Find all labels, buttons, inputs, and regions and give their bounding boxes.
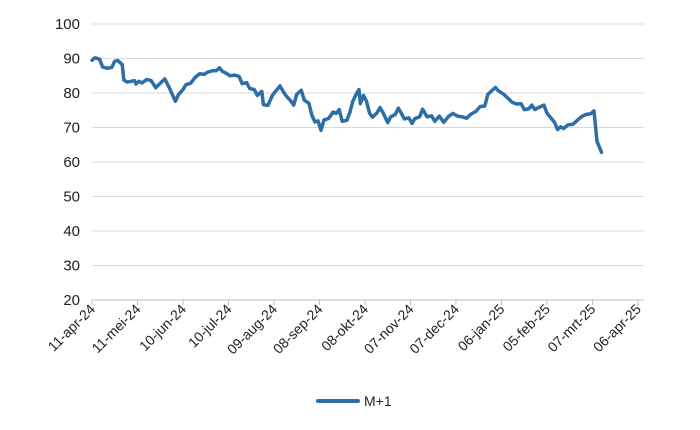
y-tick-label: 80: [63, 85, 80, 102]
series-lines: [90, 56, 604, 155]
legend-label-m1: M+1: [364, 393, 392, 409]
y-tick-label: 50: [63, 189, 80, 206]
gridlines: [92, 23, 644, 266]
y-tick-label: 60: [63, 154, 80, 171]
y-tick-label: 40: [63, 223, 80, 240]
y-tick-label: 20: [63, 292, 80, 309]
y-tick-label: 90: [63, 51, 80, 68]
x-tick-label: 06-apr-25: [590, 301, 644, 355]
y-tick-label: 30: [63, 258, 80, 275]
x-tick-label: 06-jan-25: [454, 301, 507, 354]
series-line-m1: [90, 56, 604, 155]
x-tick-label: 10-jun-24: [136, 301, 189, 354]
x-tick-label: 05-feb-25: [499, 301, 553, 355]
x-tick-label: 08-sep-24: [270, 301, 326, 357]
axes: [91, 299, 644, 305]
x-tick-label: 07-dec-24: [406, 301, 462, 357]
x-tick-label: 11-mei-24: [88, 301, 143, 356]
x-tick-labels: 11-apr-2411-mei-2410-jun-2410-jul-2409-a…: [45, 301, 645, 358]
legend: M+1: [316, 393, 392, 409]
y-tick-label: 70: [63, 120, 80, 137]
x-tick-label: 07-mrt-25: [544, 301, 598, 355]
y-tick-label: 100: [55, 16, 80, 33]
y-tick-labels: 20 30 40 50 60 70 80 90 100: [55, 16, 80, 309]
